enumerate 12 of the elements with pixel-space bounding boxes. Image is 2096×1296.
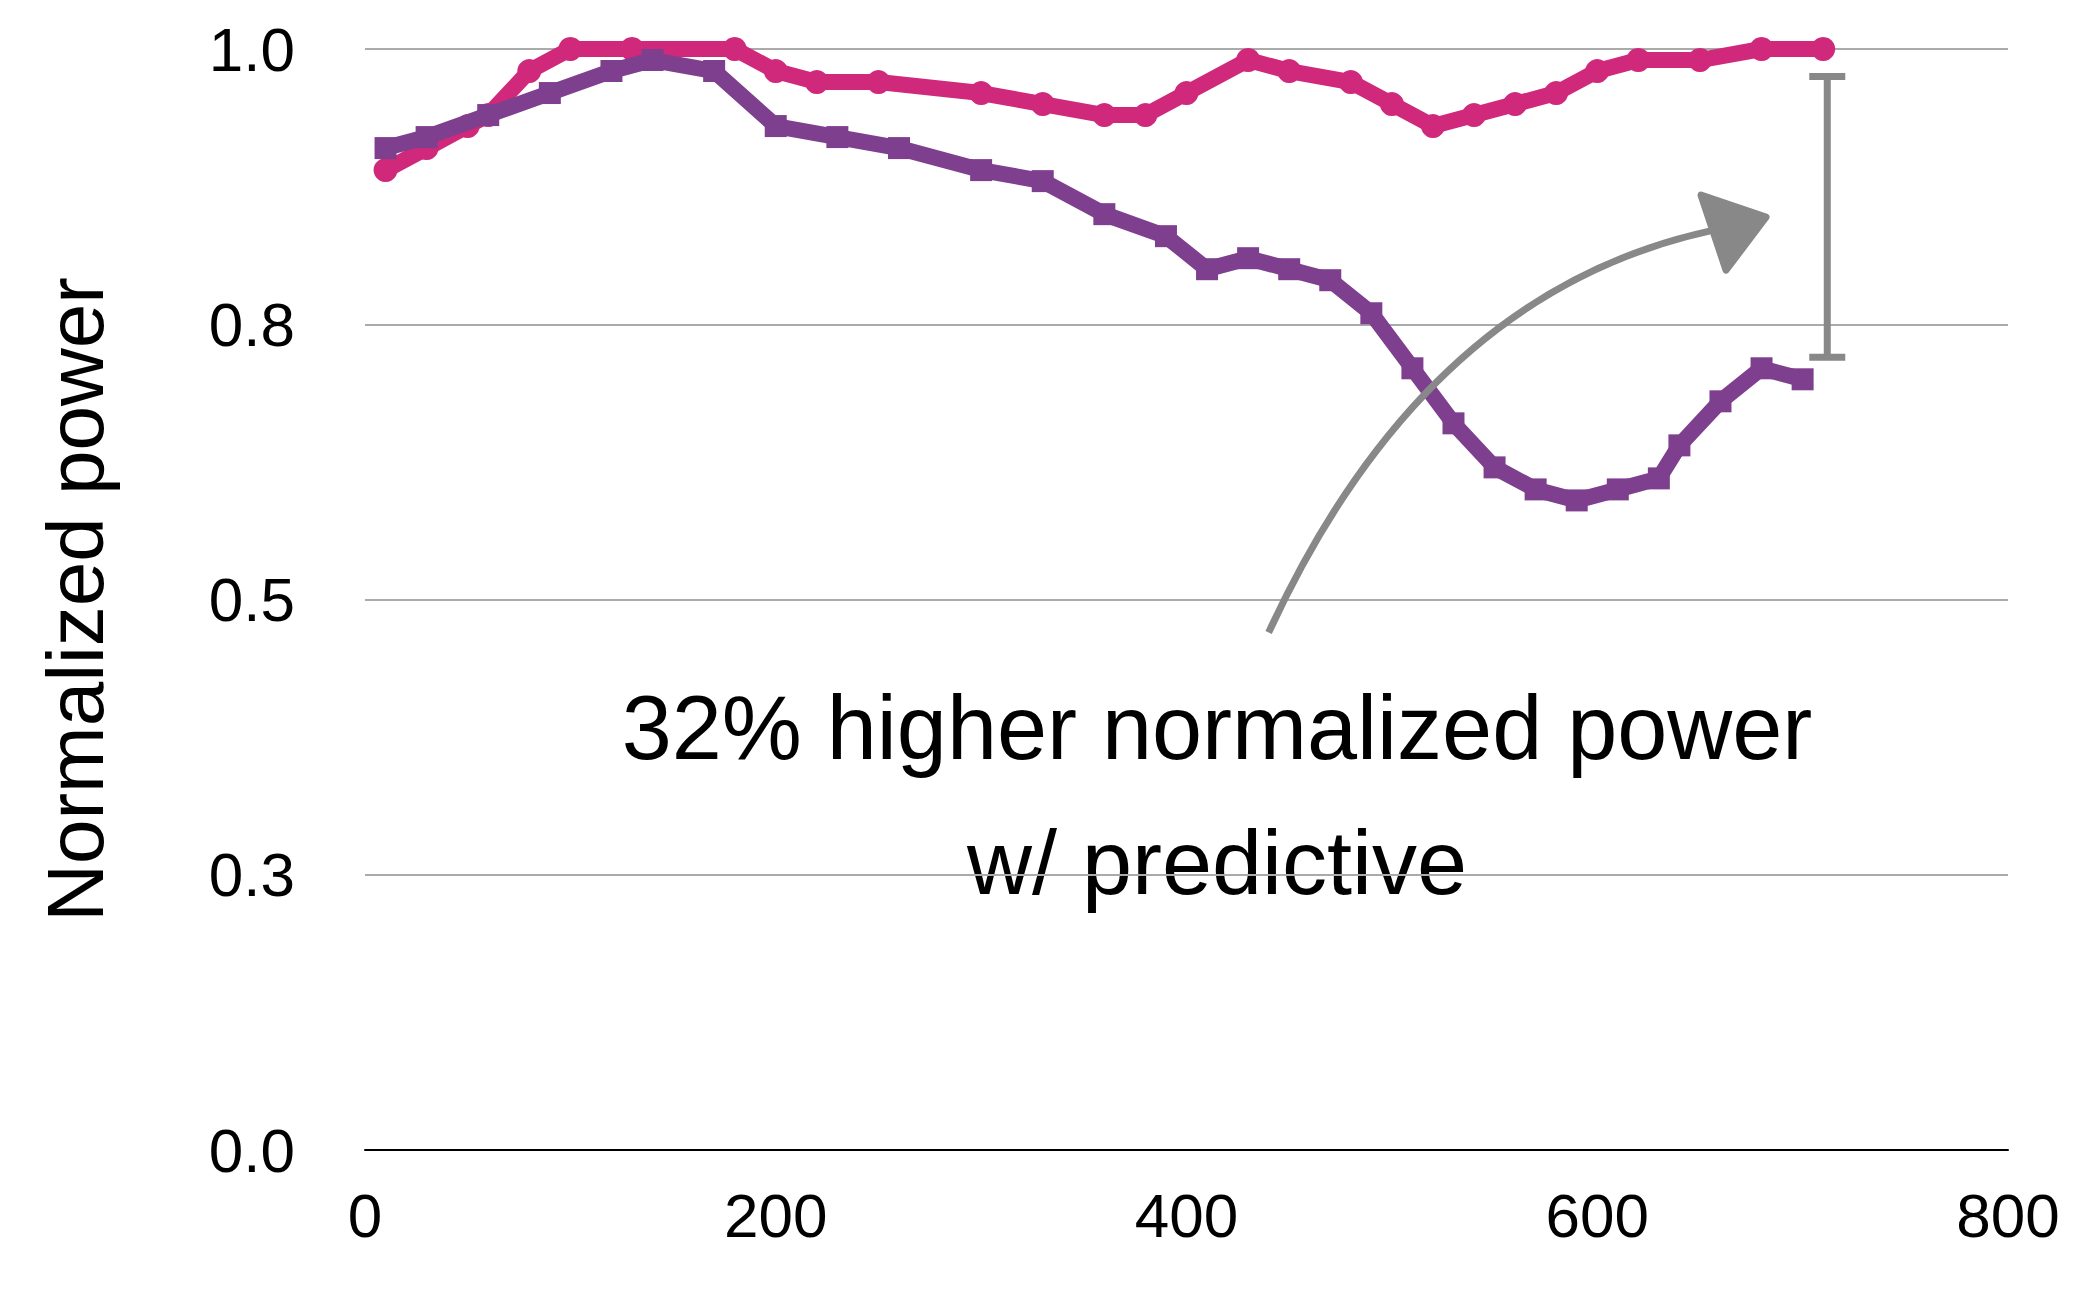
y-tick-label: 0.0	[208, 1115, 295, 1185]
x-tick-label: 600	[1545, 1180, 1649, 1250]
x-tick-label: 400	[1134, 1180, 1239, 1250]
x-tick-label: 200	[724, 1180, 828, 1250]
annotation: 32% higher normalized power w/ predictive	[621, 677, 1813, 913]
y-tick-label: 1.0	[208, 14, 295, 84]
y-axis-title: Normalized power	[30, 277, 120, 922]
x-tick-label: 800	[1956, 1180, 2060, 1250]
y-tick-label: 0.8	[208, 289, 295, 359]
y-tick-label: 0.5	[208, 565, 295, 634]
x-tick-label: 0	[347, 1180, 383, 1250]
y-tick-label: 0.3	[208, 840, 295, 910]
